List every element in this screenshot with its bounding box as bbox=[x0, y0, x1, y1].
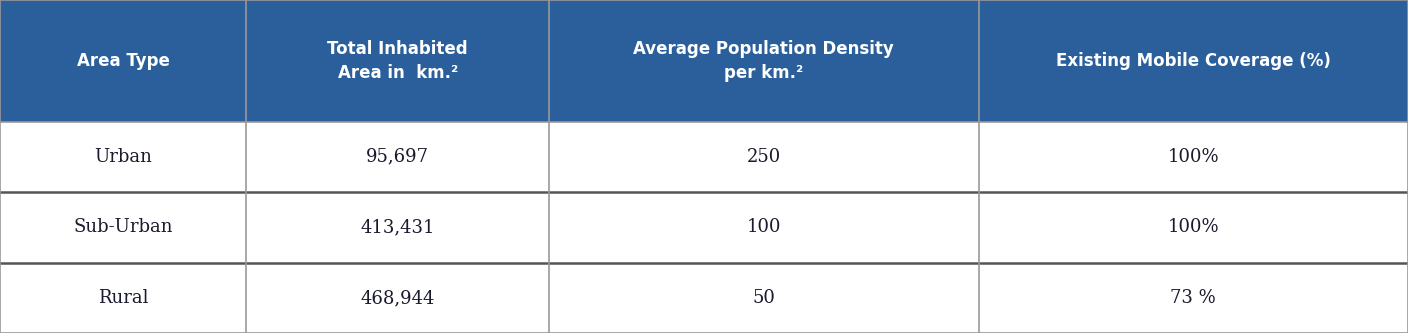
Bar bbox=[549, 0, 979, 122]
Bar bbox=[549, 122, 979, 192]
Bar bbox=[549, 192, 979, 263]
Text: 95,697: 95,697 bbox=[366, 148, 429, 166]
Bar bbox=[0, 122, 246, 192]
Bar bbox=[246, 122, 549, 192]
Text: 100%: 100% bbox=[1167, 148, 1219, 166]
Text: 100%: 100% bbox=[1167, 218, 1219, 236]
Text: 100: 100 bbox=[746, 218, 781, 236]
Bar bbox=[979, 0, 1408, 122]
Bar bbox=[979, 122, 1408, 192]
Text: Urban: Urban bbox=[94, 148, 152, 166]
Text: 468,944: 468,944 bbox=[360, 289, 435, 307]
Text: Rural: Rural bbox=[99, 289, 148, 307]
Bar bbox=[0, 263, 246, 333]
Bar bbox=[979, 192, 1408, 263]
Bar bbox=[979, 263, 1408, 333]
Bar bbox=[549, 263, 979, 333]
Text: Average Population Density
per km.²: Average Population Density per km.² bbox=[634, 40, 894, 82]
Text: Sub-Urban: Sub-Urban bbox=[73, 218, 173, 236]
Text: Area Type: Area Type bbox=[77, 52, 169, 70]
Text: Total Inhabited
Area in  km.²: Total Inhabited Area in km.² bbox=[328, 40, 467, 82]
Bar bbox=[246, 263, 549, 333]
Bar bbox=[0, 192, 246, 263]
Bar bbox=[246, 192, 549, 263]
Text: 50: 50 bbox=[752, 289, 776, 307]
Bar bbox=[0, 0, 246, 122]
Text: Existing Mobile Coverage (%): Existing Mobile Coverage (%) bbox=[1056, 52, 1331, 70]
Bar bbox=[246, 0, 549, 122]
Text: 250: 250 bbox=[746, 148, 781, 166]
Text: 413,431: 413,431 bbox=[360, 218, 435, 236]
Text: 73 %: 73 % bbox=[1170, 289, 1217, 307]
